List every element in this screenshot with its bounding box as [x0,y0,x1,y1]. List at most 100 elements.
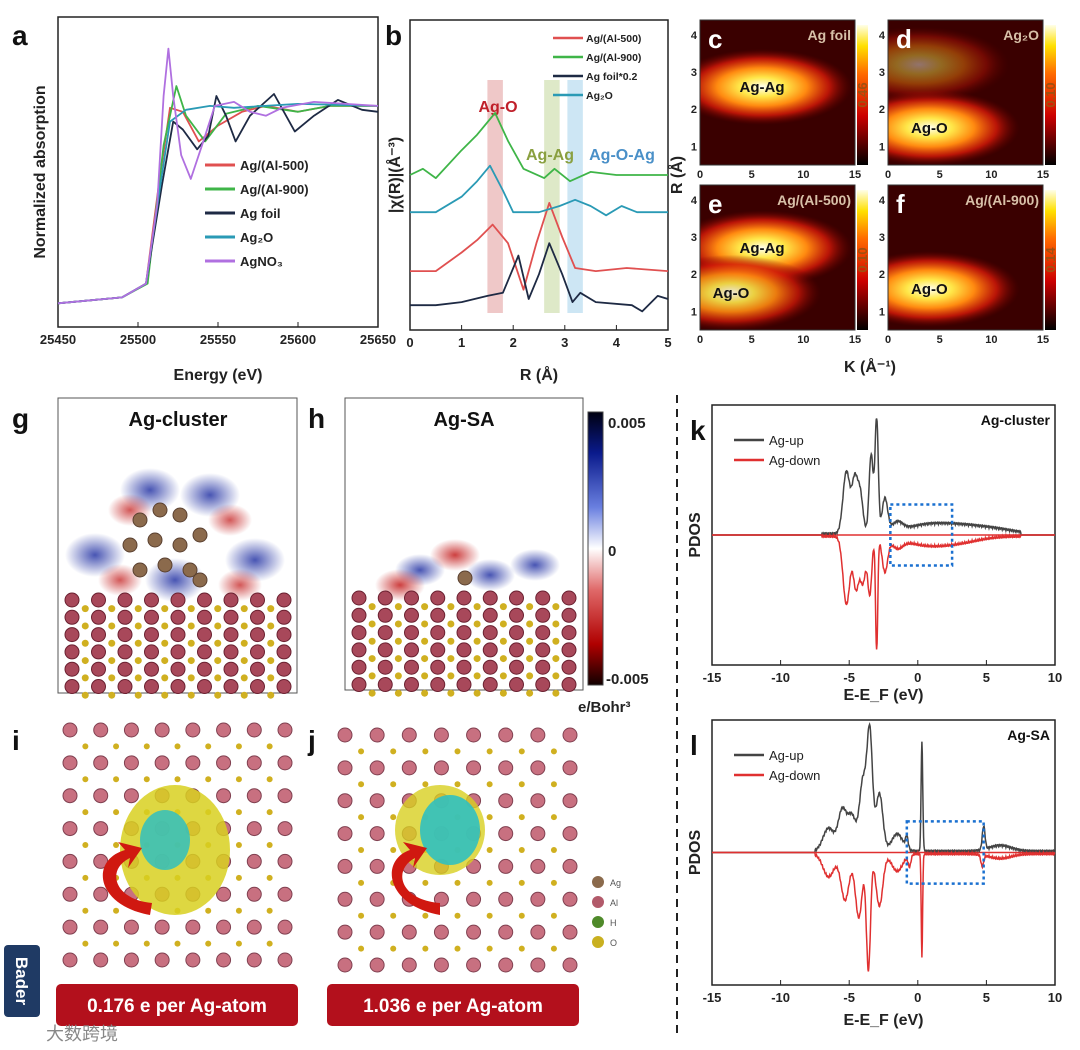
o-atom [368,672,376,680]
al-atom [466,727,482,743]
x-tick-label-l: 5 [983,990,990,1005]
al-atom [276,592,292,608]
al-atom [197,592,212,608]
al-atom [62,952,78,968]
o-atom [240,605,248,613]
o-atom [143,743,150,750]
o-atom [267,674,275,682]
al-atom [185,722,201,738]
o-atom [368,603,376,611]
al-atom [216,886,232,902]
o-atom [81,639,89,647]
al-atom [170,627,186,643]
panel-label-d: d [896,24,912,54]
al-atom [144,627,159,643]
o-atom [390,814,397,821]
al-atom [197,644,212,660]
o-atom [368,689,376,697]
series-line [57,85,378,305]
al-atom [93,722,109,738]
series-line [57,105,378,305]
ag-atom [157,557,173,573]
ag-cluster-title: Ag-cluster [129,409,228,431]
x-tick-label-a: 25500 [120,332,156,347]
o-atom [267,605,275,613]
o-atom [526,689,534,697]
o-atom [422,945,429,952]
map-title: Ag₂O [1003,27,1039,43]
al-atom [93,886,109,902]
o-atom [81,674,89,682]
y-tick-label: 4 [691,195,698,207]
o-atom [214,605,222,613]
ag-atom [172,537,188,553]
al-atom [154,952,170,968]
y-tick-label: 3 [691,232,697,244]
al-atom [530,826,546,842]
colorbar-max-label: 0.005 [608,415,646,432]
al-atom [562,891,578,907]
al-atom [404,659,419,675]
x-axis-label: R (Å) [520,365,558,384]
al-atom [117,679,133,695]
x-tick-label: 15 [849,334,861,346]
al-atom [456,642,472,658]
series-line [57,93,379,305]
peak-annotation: Ag-O [478,99,517,116]
al-atom [430,642,446,658]
o-atom [358,847,365,853]
o-atom [499,620,507,628]
o-atom [266,743,273,750]
x-tick-label-b: 1 [458,335,465,350]
o-atom [143,776,150,783]
series-line [410,242,669,313]
al-atom [93,919,109,935]
o-atom [552,603,560,611]
charge-text-j: 1.036 e per Ag-atom [363,996,543,1017]
al-atom [246,952,262,968]
al-atom [337,793,353,809]
charge-colorbar [587,411,604,686]
charge-bar-j [327,984,579,1026]
al-atom [561,625,577,641]
o-atom [473,637,481,645]
atom-legend-label: O [610,938,617,948]
al-atom [337,826,353,842]
al-atom [117,592,133,608]
x-tick-label-b: 4 [613,335,621,350]
al-atom [277,853,293,869]
o-atom [454,912,461,919]
o-atom [266,874,273,881]
o-atom [235,940,242,947]
al-atom [154,722,170,738]
al-atom [337,858,353,874]
o-atom [214,639,222,647]
al-atom [530,727,546,743]
o-atom [421,689,429,697]
o-atom [81,622,89,630]
o-atom [526,655,534,663]
o-atom [394,655,402,663]
al-atom [562,793,578,809]
y-tick-label: 1 [691,306,697,318]
series-line [712,532,1055,650]
al-atom [246,755,262,771]
al-atom [404,590,419,606]
al-atom [337,924,353,940]
o-atom [358,945,365,952]
al-atom [91,644,106,660]
series-line [409,112,668,183]
peak-label: Ag-O [911,120,948,137]
x-tick-label-k: 10 [1048,670,1062,685]
o-atom [214,691,222,699]
al-atom [337,760,353,776]
y-axis-label: PDOS [687,830,704,876]
al-atom [561,659,577,675]
y-tick-label: 3 [691,67,697,79]
ag-atom [192,527,208,543]
x-tick-label: 15 [1037,334,1049,346]
heatmap-frame [887,184,1044,331]
atom-legend-label: Ag [610,878,621,888]
o-atom [447,672,455,680]
